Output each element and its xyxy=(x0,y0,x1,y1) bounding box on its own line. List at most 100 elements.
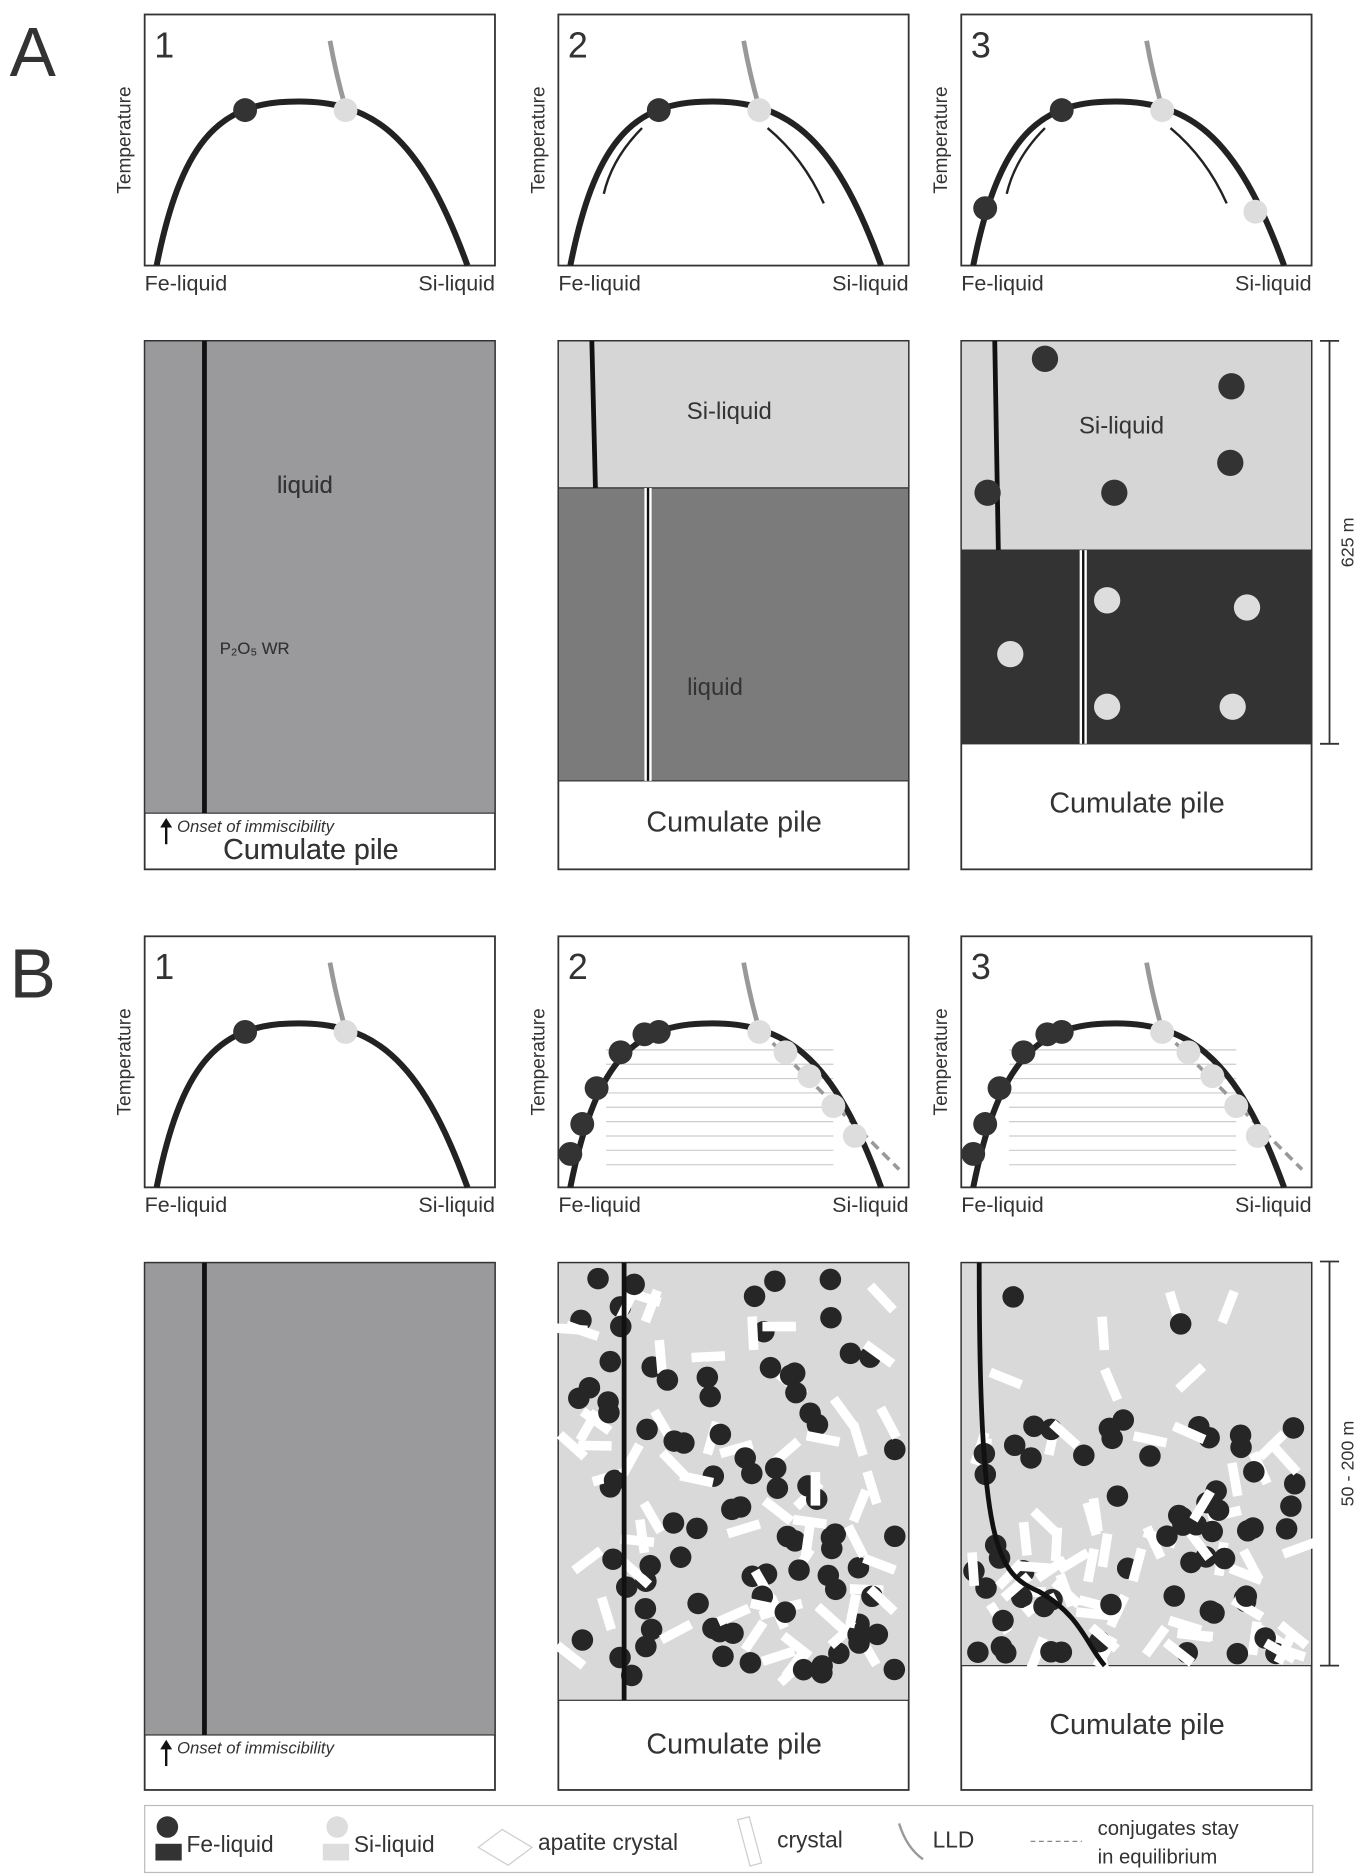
diagram-box xyxy=(558,936,908,1187)
scale-label: 625 m xyxy=(1337,517,1357,567)
legend-fe xyxy=(157,1816,179,1838)
axis-label: Fe-liquid xyxy=(558,1193,641,1217)
axis-label: Temperature xyxy=(528,86,549,193)
fe-dot xyxy=(884,1659,906,1681)
fe-dot xyxy=(1100,1594,1122,1616)
fe-dot xyxy=(1035,1022,1059,1046)
fe-dot xyxy=(1283,1417,1305,1439)
fe-dot xyxy=(1107,1485,1129,1507)
axis-label: Fe-liquid xyxy=(558,271,641,295)
diagram-number: 3 xyxy=(971,947,991,987)
crystal xyxy=(747,1316,758,1350)
fe-dot xyxy=(1168,1505,1190,1527)
si-dot xyxy=(334,98,358,122)
fe-dot xyxy=(635,1598,657,1620)
region-label: Si-liquid xyxy=(1079,412,1164,439)
fe-dot xyxy=(587,1268,609,1290)
fe-dot xyxy=(1163,1585,1185,1607)
fe-dot xyxy=(1280,1495,1302,1517)
fe-dot xyxy=(602,1548,624,1570)
fe-dot xyxy=(647,98,671,122)
crystal xyxy=(691,1351,725,1362)
fe-dot xyxy=(1208,1499,1230,1521)
axis-label: Fe-liquid xyxy=(961,1193,1044,1217)
legend-label: apatite crystal xyxy=(538,1829,678,1855)
region-label: liquid xyxy=(277,472,333,499)
si-dot xyxy=(821,1094,845,1118)
fe-dot xyxy=(1050,98,1074,122)
si-dot xyxy=(1243,200,1267,224)
fe-dot xyxy=(1217,450,1243,476)
fe-dot xyxy=(1276,1518,1298,1540)
fe-dot xyxy=(764,1270,786,1292)
fe-dot xyxy=(1201,1521,1223,1543)
fe-dot xyxy=(632,1022,656,1046)
si-dot xyxy=(1094,587,1120,613)
diagram-box xyxy=(145,936,495,1187)
fe-dot xyxy=(793,1659,815,1681)
diagram-box xyxy=(961,936,1311,1187)
fe-dot xyxy=(820,1269,842,1291)
scale-label: 50 - 200 m xyxy=(1337,1421,1357,1507)
legend-label: in equilibrium xyxy=(1098,1846,1218,1868)
fe-dot xyxy=(710,1424,732,1446)
fe-dot xyxy=(1236,1585,1258,1607)
fe-dot xyxy=(1113,1409,1135,1431)
fe-dot xyxy=(1214,1548,1236,1570)
cumulate-label: Cumulate pile xyxy=(646,1728,821,1760)
si-dot xyxy=(1234,594,1260,620)
fe-dot xyxy=(568,1388,590,1410)
fe-dot xyxy=(961,1142,985,1166)
fe-dot xyxy=(598,1402,620,1424)
fe-dot xyxy=(599,1351,621,1373)
fe-dot xyxy=(974,480,1000,506)
fe-dot xyxy=(1227,1643,1249,1665)
fe-dot xyxy=(616,1576,638,1598)
fe-dot xyxy=(811,1662,833,1684)
fe-dot xyxy=(1243,1461,1265,1483)
legend-label: LLD xyxy=(933,1826,975,1852)
diagram-box xyxy=(145,14,495,265)
fe-dot xyxy=(233,1020,257,1044)
cumulate-label: Cumulate pile xyxy=(646,806,821,838)
fe-dot xyxy=(697,1367,719,1389)
fe-dot xyxy=(609,1647,631,1669)
diagram-number: 1 xyxy=(154,947,174,987)
fe-dot xyxy=(788,1559,810,1581)
fe-dot xyxy=(992,1610,1014,1632)
fe-dot xyxy=(1011,1040,1035,1064)
fe-dot xyxy=(721,1499,743,1521)
fe-dot xyxy=(884,1439,906,1461)
panel-label: B xyxy=(10,935,56,1013)
fe-dot xyxy=(840,1343,862,1365)
fe-dot xyxy=(967,1641,989,1663)
fe-dot xyxy=(1139,1445,1161,1467)
fe-dot xyxy=(1170,1313,1192,1335)
fe-dot xyxy=(867,1624,889,1646)
fe-dot xyxy=(686,1518,708,1540)
region-label: Si-liquid xyxy=(687,398,772,425)
onset-label: Onset of immiscibility xyxy=(177,1739,336,1758)
fe-dot xyxy=(1284,1473,1306,1495)
cumulate-label: Cumulate pile xyxy=(1049,1709,1224,1741)
fe-dot xyxy=(609,1040,633,1064)
axis-label: Temperature xyxy=(931,86,952,193)
fe-dot xyxy=(1020,1447,1042,1469)
si-liquid xyxy=(961,341,1311,550)
axis-label: Si-liquid xyxy=(832,271,909,295)
legend-label: conjugates stay xyxy=(1098,1818,1240,1840)
diagram-number: 2 xyxy=(568,947,588,987)
fe-dot xyxy=(825,1579,847,1601)
axis-label: Fe-liquid xyxy=(961,271,1044,295)
fe-dot xyxy=(1101,1428,1123,1450)
diagram-number: 1 xyxy=(154,25,174,65)
figure: A1TemperatureFe-liquidSi-liquid2Temperat… xyxy=(0,0,1363,1875)
fe-dot xyxy=(663,1512,685,1534)
axis-label: Temperature xyxy=(931,1008,952,1115)
fe-dot xyxy=(1242,1517,1264,1539)
fe-dot xyxy=(767,1477,789,1499)
fe-dot xyxy=(973,196,997,220)
legend-si xyxy=(326,1816,348,1838)
fe-dot xyxy=(734,1447,756,1469)
fe-dot xyxy=(572,1629,594,1651)
